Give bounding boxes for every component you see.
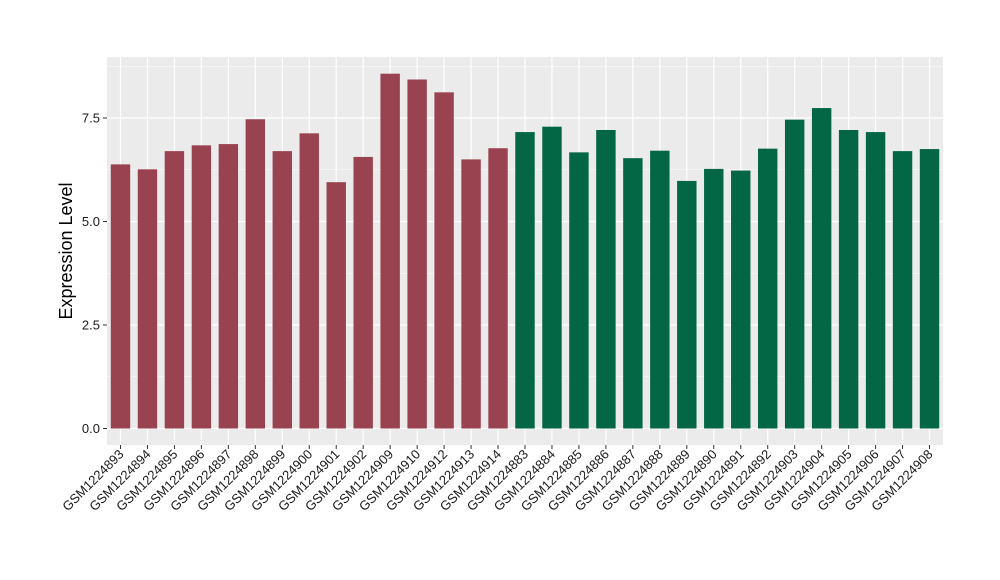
bar-GSM1224905 (838, 130, 859, 429)
y-tick-label: 7.5 (82, 111, 100, 126)
bar-GSM1224906 (865, 132, 886, 429)
y-tick-label: 0.0 (82, 421, 100, 436)
bar-GSM1224886 (596, 130, 616, 429)
bars-group (110, 73, 940, 429)
bar-GSM1224893 (110, 164, 131, 429)
y-tick-label: 2.5 (82, 318, 100, 333)
bar-GSM1224888 (650, 150, 670, 429)
bar-GSM1224892 (758, 148, 778, 429)
y-axis-title: Expression Level (56, 182, 76, 319)
bar-GSM1224908 (919, 149, 940, 429)
bar-GSM1224913 (461, 159, 481, 429)
bar-GSM1224899 (272, 151, 292, 429)
bar-GSM1224904 (811, 108, 832, 429)
bar-GSM1224896 (191, 145, 212, 429)
bar-GSM1224907 (892, 151, 913, 429)
bar-GSM1224885 (569, 152, 589, 429)
bar-GSM1224901 (326, 182, 346, 429)
bar-GSM1224884 (542, 126, 562, 429)
bar-GSM1224912 (434, 92, 454, 429)
y-tick-label: 5.0 (82, 214, 100, 229)
bar-GSM1224889 (677, 180, 697, 429)
bar-GSM1224883 (515, 132, 535, 429)
bar-GSM1224902 (353, 156, 373, 429)
bar-GSM1224890 (704, 168, 724, 429)
x-axis: GSM1224893GSM1224894GSM1224895GSM1224896… (59, 445, 936, 514)
bar-GSM1224891 (731, 170, 751, 429)
bar-GSM1224894 (137, 169, 158, 429)
bar-GSM1224910 (407, 79, 427, 429)
bar-GSM1224887 (623, 158, 643, 429)
bar-GSM1224895 (164, 151, 185, 429)
bar-GSM1224909 (380, 73, 400, 429)
y-axis: 0.0 2.5 5.0 7.5 (82, 111, 107, 436)
bar-GSM1224903 (784, 119, 805, 429)
bar-GSM1224900 (299, 133, 319, 429)
bar-GSM1224914 (488, 148, 508, 429)
bar-GSM1224897 (218, 144, 239, 429)
bar-GSM1224898 (245, 119, 266, 429)
